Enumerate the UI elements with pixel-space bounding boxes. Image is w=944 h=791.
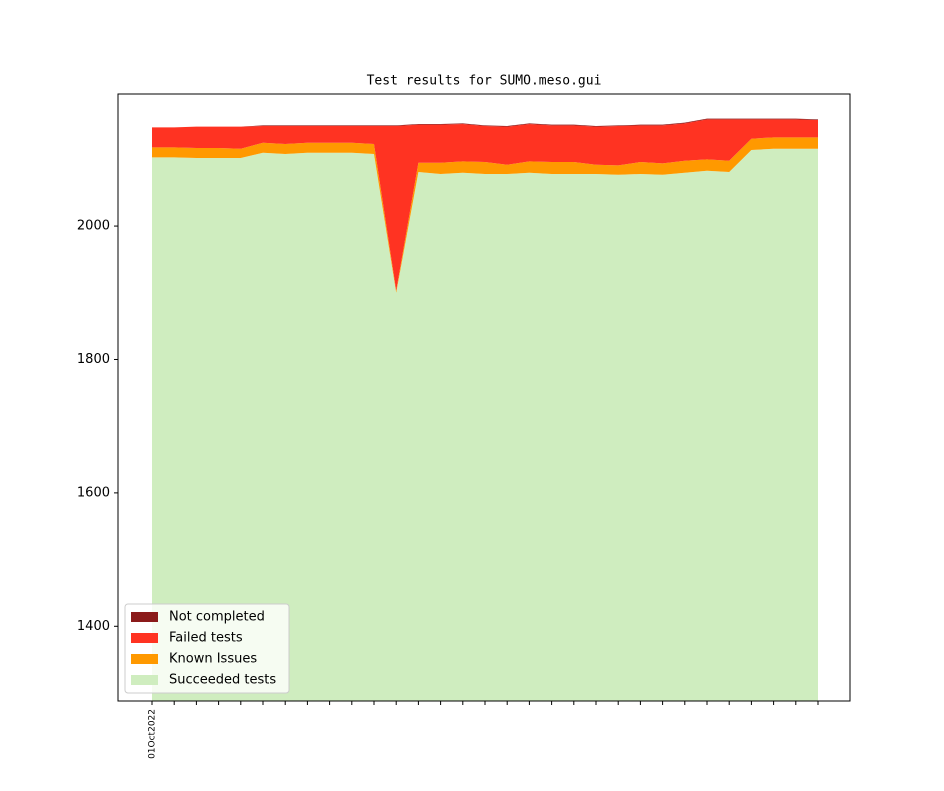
area (152, 119, 818, 291)
area (152, 118, 818, 128)
legend-swatch (131, 654, 158, 664)
y-tick-label: 1800 (77, 352, 110, 367)
area (152, 148, 818, 701)
y-tick-label: 1400 (77, 619, 110, 634)
area (152, 137, 818, 293)
legend-swatch (131, 675, 158, 685)
legend-swatch (131, 633, 158, 643)
chart-title: Test results for SUMO.meso.gui (367, 74, 602, 89)
y-tick-label: 1600 (77, 485, 110, 500)
y-tick-label: 2000 (77, 219, 110, 234)
legend-swatch (131, 612, 158, 622)
legend: Not completed Failed tests Known Issues Suc… (124, 603, 290, 694)
x-tick-label: 01Oct2022 (148, 709, 158, 759)
legend-box (124, 603, 290, 694)
plot-frame (117, 93, 851, 702)
legend-label: Succeeded tests (169, 673, 276, 688)
legend-label: Known Issues (169, 652, 257, 667)
legend-label: Failed tests (169, 631, 243, 646)
legend-label: Not completed (169, 610, 265, 625)
